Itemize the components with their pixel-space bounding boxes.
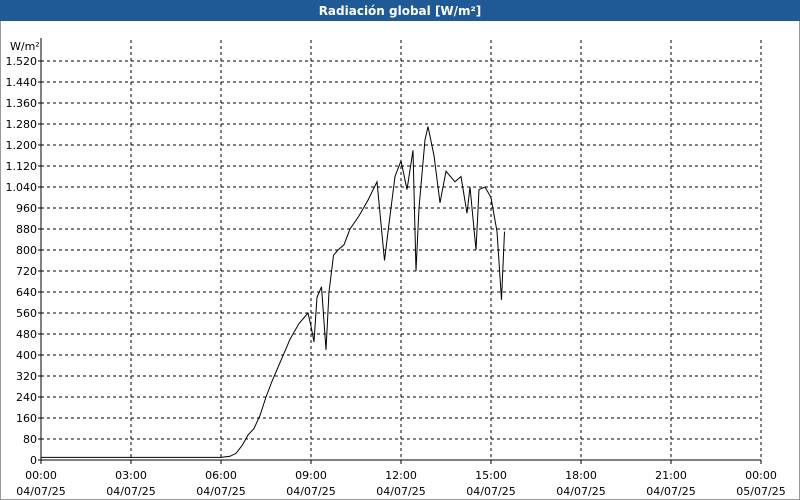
y-tick-label: 0 [30,454,37,467]
x-tick-date: 05/07/25 [736,485,785,498]
x-tick-date: 04/07/25 [466,485,515,498]
axes [38,38,762,464]
y-tick-label: 720 [16,265,37,278]
x-tick-time: 15:00 [475,469,507,482]
series-line [41,126,505,458]
x-tick-time: 09:00 [295,469,327,482]
y-tick-label: 160 [16,412,37,425]
y-tick-labels: 0 80 160 240 320 400 480 560 640 720 800 880 960 1.04… [6,55,38,467]
x-tick-time: 21:00 [655,469,687,482]
y-tick-label: 1.040 [6,181,38,194]
x-tick-date: 04/07/25 [16,485,65,498]
gridlines [41,40,762,460]
y-axis-label: W/m² [10,40,40,53]
series-lines [41,126,505,458]
x-tick-time: 06:00 [205,469,237,482]
y-tick-label: 1.120 [6,160,38,173]
x-tick-date: 04/07/25 [286,485,335,498]
x-tick-date: 04/07/25 [106,485,155,498]
y-tick-label: 480 [16,328,37,341]
chart-title: Radiación global [W/m²] [0,0,800,21]
y-tick-label: 80 [23,433,37,446]
x-tick-date: 04/07/25 [376,485,425,498]
y-tick-label: 960 [16,202,37,215]
x-tick-time: 00:00 [25,469,57,482]
y-tick-label: 240 [16,391,37,404]
x-tick-date: 04/07/25 [556,485,605,498]
y-tick-label: 320 [16,370,37,383]
y-tick-label: 640 [16,286,37,299]
x-tick-time: 12:00 [385,469,417,482]
y-tick-label: 880 [16,223,37,236]
x-tick-time: 00:00 [745,469,777,482]
y-tick-label: 1.280 [6,118,38,131]
y-tick-label: 1.440 [6,76,38,89]
y-tick-label: 1.200 [6,139,38,152]
x-tick-time: 18:00 [565,469,597,482]
y-tick-label: 1.360 [6,97,38,110]
x-tick-time: 03:00 [115,469,147,482]
x-tick-date: 04/07/25 [646,485,695,498]
x-tick-labels: 00:00 04/07/25 03:00 04/07/25 06:00 04/07/25 0… [16,469,785,498]
y-tick-label: 800 [16,244,37,257]
x-tick-date: 04/07/25 [196,485,245,498]
y-tick-label: 560 [16,307,37,320]
y-tick-label: 1.520 [6,55,38,68]
y-tick-label: 400 [16,349,37,362]
